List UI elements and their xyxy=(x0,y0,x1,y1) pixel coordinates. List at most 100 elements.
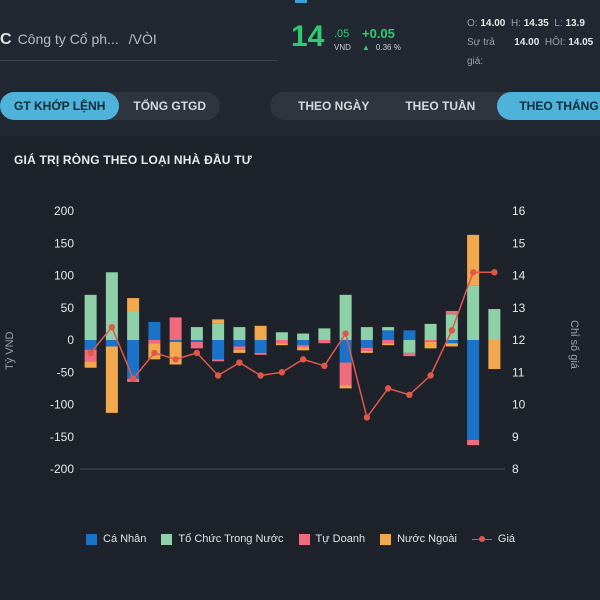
bar-nuoc-ngoai xyxy=(84,361,97,368)
bar-nuoc-ngoai xyxy=(382,343,395,346)
chart-legend: Cá Nhân Tổ Chức Trong Nước Tự Doanh Nước… xyxy=(86,533,530,545)
hoi-label: HÔI: xyxy=(544,37,566,48)
up-triangle-icon: ▲ xyxy=(362,43,370,52)
bar-tu-doanh xyxy=(339,362,352,386)
bar-nuoc-ngoai xyxy=(467,234,480,286)
price-point xyxy=(448,327,456,334)
bar-tu-doanh xyxy=(233,346,246,350)
tab-theo-tuan[interactable]: THEO TUẦN xyxy=(405,99,476,113)
price-point xyxy=(384,385,392,392)
bar-ca-nhan xyxy=(403,330,416,340)
bar-nuoc-ngoai xyxy=(297,347,310,351)
y-tick-label: 100 xyxy=(54,269,74,283)
legend-item-ca-nhan[interactable]: Cá Nhân xyxy=(86,533,146,545)
sutra-value: 14.00 xyxy=(514,37,540,48)
y2-tick-label: 9 xyxy=(512,430,519,444)
bar-ca-nhan xyxy=(233,340,246,347)
price-change-pct: ▲ 0.36 % xyxy=(362,43,401,52)
price-point xyxy=(108,323,116,331)
bar-tu-doanh xyxy=(275,340,288,344)
legend-swatch xyxy=(298,533,310,545)
bar-ca-nhan xyxy=(148,321,161,340)
company-name: Công ty Cổ ph... xyxy=(17,31,119,47)
legend-item-gia[interactable]: Giá xyxy=(471,533,515,545)
low-label: L: xyxy=(554,18,563,29)
bar-tu-doanh xyxy=(424,340,437,342)
y-tick-label: -50 xyxy=(57,365,75,379)
bar-tu-doanh xyxy=(297,345,310,348)
legend-label: Tổ Chức Trong Nước xyxy=(178,533,284,545)
y2-tick-label: 13 xyxy=(512,301,526,315)
legend-label: Cá Nhân xyxy=(103,533,147,545)
value-type-tabs: GT KHỚP LỆNH TỔNG GTGD xyxy=(0,92,221,120)
bar-ca-nhan xyxy=(105,340,118,347)
price-point xyxy=(278,369,286,376)
tab-gt-khop-lenh[interactable]: GT KHỚP LỆNH xyxy=(0,92,120,120)
price-point xyxy=(299,356,307,363)
bar-tu-doanh xyxy=(382,340,395,344)
y2-tick-label: 14 xyxy=(512,269,526,283)
bar-ca-nhan xyxy=(445,340,458,344)
bar-nuoc-ngoai xyxy=(254,325,267,340)
stock-symbol: /VÒI xyxy=(128,31,157,47)
price-point xyxy=(363,414,371,421)
company-info: C Công ty Cổ ph... /VÒI xyxy=(0,31,157,49)
hoi-value: 14.05 xyxy=(568,37,594,48)
price-unit: VND xyxy=(334,43,351,52)
price-point xyxy=(172,356,179,363)
legend-item-to-chuc-trong-nuoc[interactable]: Tổ Chức Trong Nước xyxy=(161,533,284,545)
y-tick-label: -200 xyxy=(50,462,74,476)
open-value: 14.00 xyxy=(480,18,506,29)
price-point xyxy=(491,269,498,276)
bar-to-chuc-trong-nuoc xyxy=(403,340,416,353)
bar-to-chuc-trong-nuoc xyxy=(297,333,310,340)
bar-ca-nhan xyxy=(212,340,225,360)
bar-to-chuc-trong-nuoc xyxy=(382,327,395,331)
price-point xyxy=(214,372,222,379)
price-point xyxy=(193,349,201,357)
bar-nuoc-ngoai xyxy=(339,385,352,389)
bar-to-chuc-trong-nuoc xyxy=(127,310,140,340)
bar-ca-nhan xyxy=(127,340,140,379)
bar-nuoc-ngoai xyxy=(275,343,288,346)
bar-nuoc-ngoai xyxy=(360,350,373,353)
price-point xyxy=(257,372,264,379)
tab-theo-thang[interactable]: THEO THÁNG xyxy=(497,92,600,120)
open-label: O: xyxy=(467,18,478,29)
price-decimal: .05 xyxy=(334,28,350,40)
period-tabs: THEO NGÀY THEO TUẦN THEO THÁNG xyxy=(270,92,600,120)
legend-line-marker xyxy=(471,534,492,545)
price-point xyxy=(129,375,137,382)
tab-theo-ngay[interactable]: THEO NGÀY xyxy=(298,99,370,113)
bar-tu-doanh xyxy=(403,352,416,357)
legend-item-nuoc-ngoai[interactable]: Nước Ngoài xyxy=(380,533,457,545)
legend-label: Tự Doanh xyxy=(315,533,366,545)
bar-nuoc-ngoai xyxy=(488,340,501,370)
y-axis-title-left: Tỷ VND xyxy=(4,331,16,371)
price-point xyxy=(469,269,477,276)
bar-tu-doanh xyxy=(254,352,267,355)
legend-label: Nước Ngoài xyxy=(397,533,457,545)
y-tick-label: 50 xyxy=(61,301,75,315)
y-tick-label: -150 xyxy=(50,430,74,444)
bar-ca-nhan xyxy=(254,340,267,353)
bar-tu-doanh xyxy=(445,310,458,315)
bar-ca-nhan xyxy=(169,340,182,342)
company-logo-icon: C xyxy=(0,31,12,48)
legend-swatch xyxy=(380,533,392,545)
bar-tu-doanh xyxy=(190,341,203,349)
legend-swatch xyxy=(161,533,173,545)
sutra-label: Sự trả xyxy=(467,37,495,48)
bar-nuoc-ngoai xyxy=(424,341,437,349)
legend-item-tu-doanh[interactable]: Tự Doanh xyxy=(298,533,366,545)
price-point xyxy=(406,391,413,399)
y-tick-label: 200 xyxy=(54,204,74,218)
high-label: H: xyxy=(510,18,521,29)
y2-tick-label: 10 xyxy=(512,398,526,412)
active-indicator xyxy=(295,0,307,3)
bar-tu-doanh xyxy=(467,439,480,446)
tab-tong-gtgd[interactable]: TỔNG GTGD xyxy=(133,99,207,113)
bar-to-chuc-trong-nuoc xyxy=(275,332,288,340)
bar-ca-nhan xyxy=(297,340,310,346)
y2-tick-label: 16 xyxy=(512,204,526,218)
